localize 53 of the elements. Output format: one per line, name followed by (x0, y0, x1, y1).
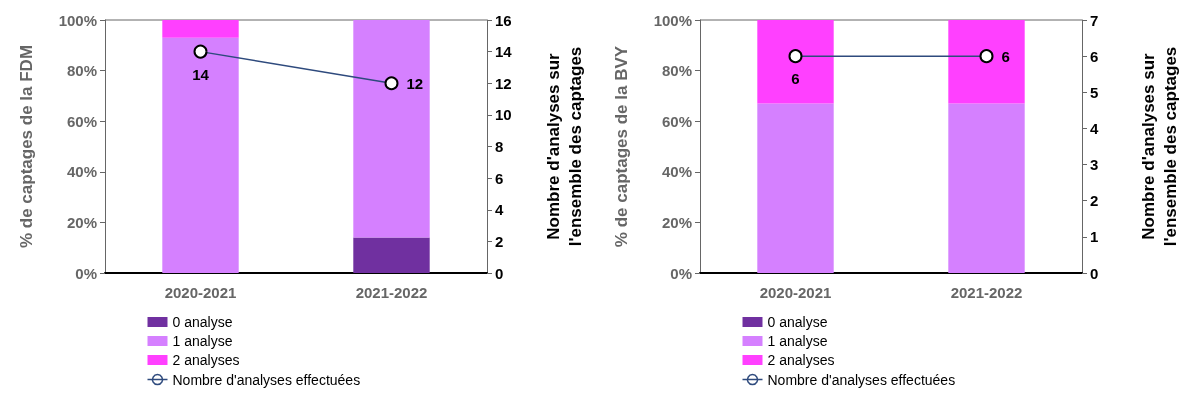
y-tick-label: 20% (66, 213, 97, 231)
y2-tick-label: 8 (495, 138, 504, 155)
y-tick-label: 100% (58, 11, 97, 29)
x-tick-label: 2021-2022 (950, 284, 1023, 301)
y2-tick-label: 7 (1090, 11, 1099, 29)
y2-tick-label: 5 (1090, 83, 1099, 101)
y2-tick-label: 2 (1090, 192, 1099, 210)
y-tick-label: 20% (661, 213, 692, 231)
y-tick-label: 40% (66, 163, 97, 181)
y2-tick-label: 6 (1090, 47, 1099, 65)
y-tick-label: 80% (661, 62, 692, 80)
y-tick-label: 0% (670, 264, 692, 282)
legend-label: Nombre d'analyses effectuées (767, 371, 956, 388)
y2-axis-title: Nombre d'analyses sur l'ensemble des captages (1138, 46, 1180, 247)
y2-tick-label: 0 (1090, 264, 1099, 282)
x-tick-label: 2020-2021 (164, 284, 237, 301)
y2-tick-label: 14 (495, 43, 513, 61)
y2-tick-label: 4 (1090, 119, 1099, 137)
data-label: 6 (1001, 47, 1010, 65)
y2-tick-label: 3 (1090, 156, 1099, 174)
bar (353, 20, 430, 238)
bar (162, 37, 239, 273)
legend-label: 1 analyse (172, 333, 233, 349)
legend-label: 2 analyses (172, 352, 240, 368)
y2-tick-label: 0 (495, 264, 504, 282)
y-axis-title: % de captages de la FDM (17, 44, 36, 249)
x-tick-label: 2020-2021 (759, 284, 832, 301)
data-label: 6 (791, 70, 800, 88)
y-tick-label: 80% (66, 62, 97, 80)
bar (353, 237, 430, 273)
y-axis-title: % de captages de la BVY (612, 45, 631, 248)
y-tick-label: 60% (661, 112, 692, 130)
x-tick-label: 2021-2022 (355, 284, 428, 301)
y2-tick-label: 2 (495, 232, 504, 250)
y2-tick-label: 4 (495, 201, 504, 219)
y2-tick-label: 1 (1090, 228, 1099, 246)
legend-label: Nombre d'analyses effectuées (172, 371, 361, 388)
data-label: 12 (406, 74, 424, 92)
y2-tick-label: 16 (495, 11, 512, 29)
legend-label: 0 analyse (767, 314, 828, 330)
legend-label: 1 analyse (767, 333, 828, 349)
y2-tick-label: 6 (495, 169, 504, 187)
y2-tick-label: 12 (495, 74, 512, 92)
y2-tick-label: 10 (495, 106, 512, 124)
y2-axis-title: Nombre d'analyses sur l'ensemble des captages (543, 46, 585, 247)
y-tick-label: 40% (661, 163, 692, 181)
data-label: 14 (192, 65, 210, 83)
bar (162, 20, 239, 38)
y-tick-label: 100% (653, 11, 692, 29)
legend-label: 2 analyses (767, 352, 835, 368)
y-tick-label: 60% (66, 112, 97, 130)
legend-label: 0 analyse (172, 314, 233, 330)
y-tick-label: 0% (75, 264, 97, 282)
